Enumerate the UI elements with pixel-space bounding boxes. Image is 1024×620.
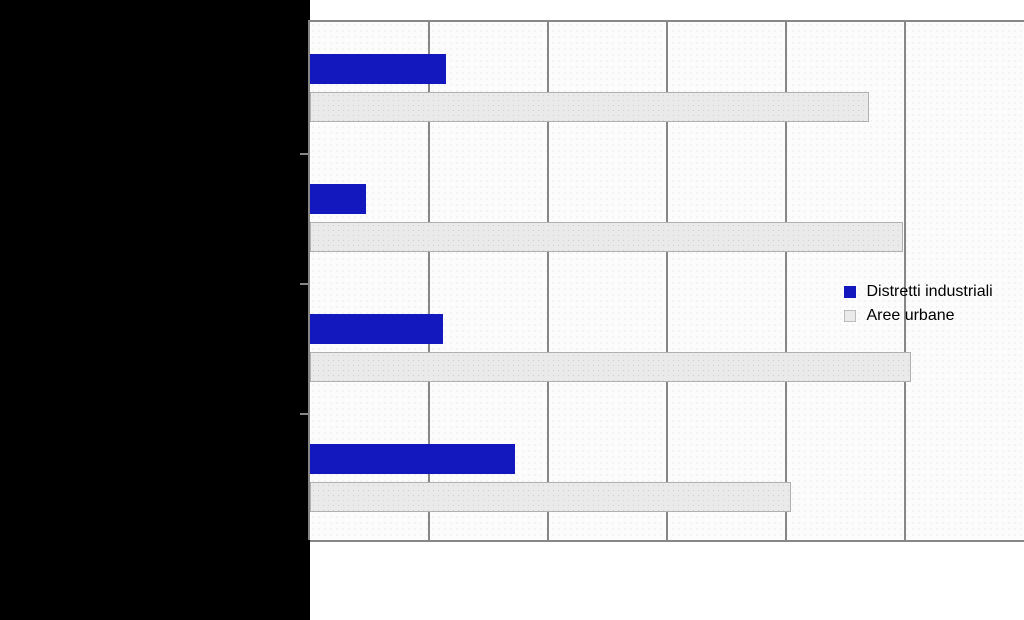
bar-distretti [310, 444, 515, 474]
bar-distretti [310, 54, 446, 84]
y-axis-line [308, 20, 310, 540]
legend: Distretti industriali Aree urbane [844, 280, 1024, 328]
legend-swatch-aree [844, 310, 856, 322]
bar-aree [310, 92, 869, 122]
bar-distretti [310, 314, 443, 344]
legend-label-distretti: Distretti industriali [866, 283, 992, 300]
legend-entry-distretti: Distretti industriali [844, 280, 1024, 304]
bar-aree [310, 482, 791, 512]
bar-aree [310, 352, 911, 382]
left-black-panel [0, 0, 310, 620]
legend-entry-aree: Aree urbane [844, 304, 1024, 328]
legend-label-aree: Aree urbane [866, 307, 954, 324]
legend-swatch-distretti [844, 286, 856, 298]
x-axis-line [310, 540, 1024, 542]
bar-distretti [310, 184, 366, 214]
chart-container: Distretti industriali Aree urbane [0, 0, 1024, 620]
bar-aree [310, 222, 903, 252]
